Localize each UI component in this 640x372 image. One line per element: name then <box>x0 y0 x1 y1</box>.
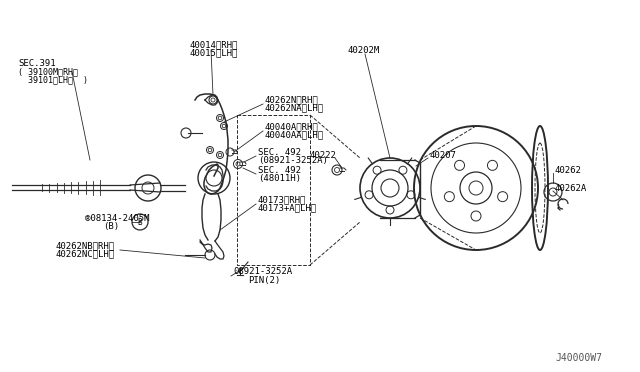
Text: 40173+A〈LH〉: 40173+A〈LH〉 <box>258 203 317 212</box>
Text: J40000W7: J40000W7 <box>555 353 602 363</box>
Text: 40040AA〈LH〉: 40040AA〈LH〉 <box>265 131 324 140</box>
Text: 40014〈RH〉: 40014〈RH〉 <box>190 41 238 49</box>
Text: 39101〈LH〉  ): 39101〈LH〉 ) <box>18 76 88 84</box>
Text: 40173〈RH〉: 40173〈RH〉 <box>258 196 307 205</box>
Text: 40040A〈RH〉: 40040A〈RH〉 <box>265 122 319 131</box>
Text: ( 39100M〈RH〉: ( 39100M〈RH〉 <box>18 67 78 77</box>
Text: PIN(2): PIN(2) <box>248 276 280 285</box>
Text: 40202M: 40202M <box>348 45 380 55</box>
Text: 40262NC〈LH〉: 40262NC〈LH〉 <box>55 250 114 259</box>
Text: (48011H): (48011H) <box>258 173 301 183</box>
Text: 40222: 40222 <box>310 151 337 160</box>
Text: (08921-3252A): (08921-3252A) <box>258 155 328 164</box>
Text: 40207: 40207 <box>430 151 457 160</box>
Text: 08921-3252A: 08921-3252A <box>233 267 292 276</box>
Text: 40015〈LH〉: 40015〈LH〉 <box>190 48 238 58</box>
Text: 40262NA〈LH〉: 40262NA〈LH〉 <box>265 103 324 112</box>
Text: 40262NB〈RH〉: 40262NB〈RH〉 <box>55 241 114 250</box>
Text: 40262N〈RH〉: 40262N〈RH〉 <box>265 96 319 105</box>
Text: SEC. 492: SEC. 492 <box>258 148 301 157</box>
Text: B: B <box>138 218 142 227</box>
Text: SEC.391: SEC.391 <box>18 58 56 67</box>
Text: ®08134-2405M: ®08134-2405M <box>85 214 150 222</box>
Text: SEC. 492: SEC. 492 <box>258 166 301 174</box>
Text: 40262A: 40262A <box>555 183 588 192</box>
Text: (B): (B) <box>103 221 119 231</box>
Text: 40262: 40262 <box>555 166 582 174</box>
